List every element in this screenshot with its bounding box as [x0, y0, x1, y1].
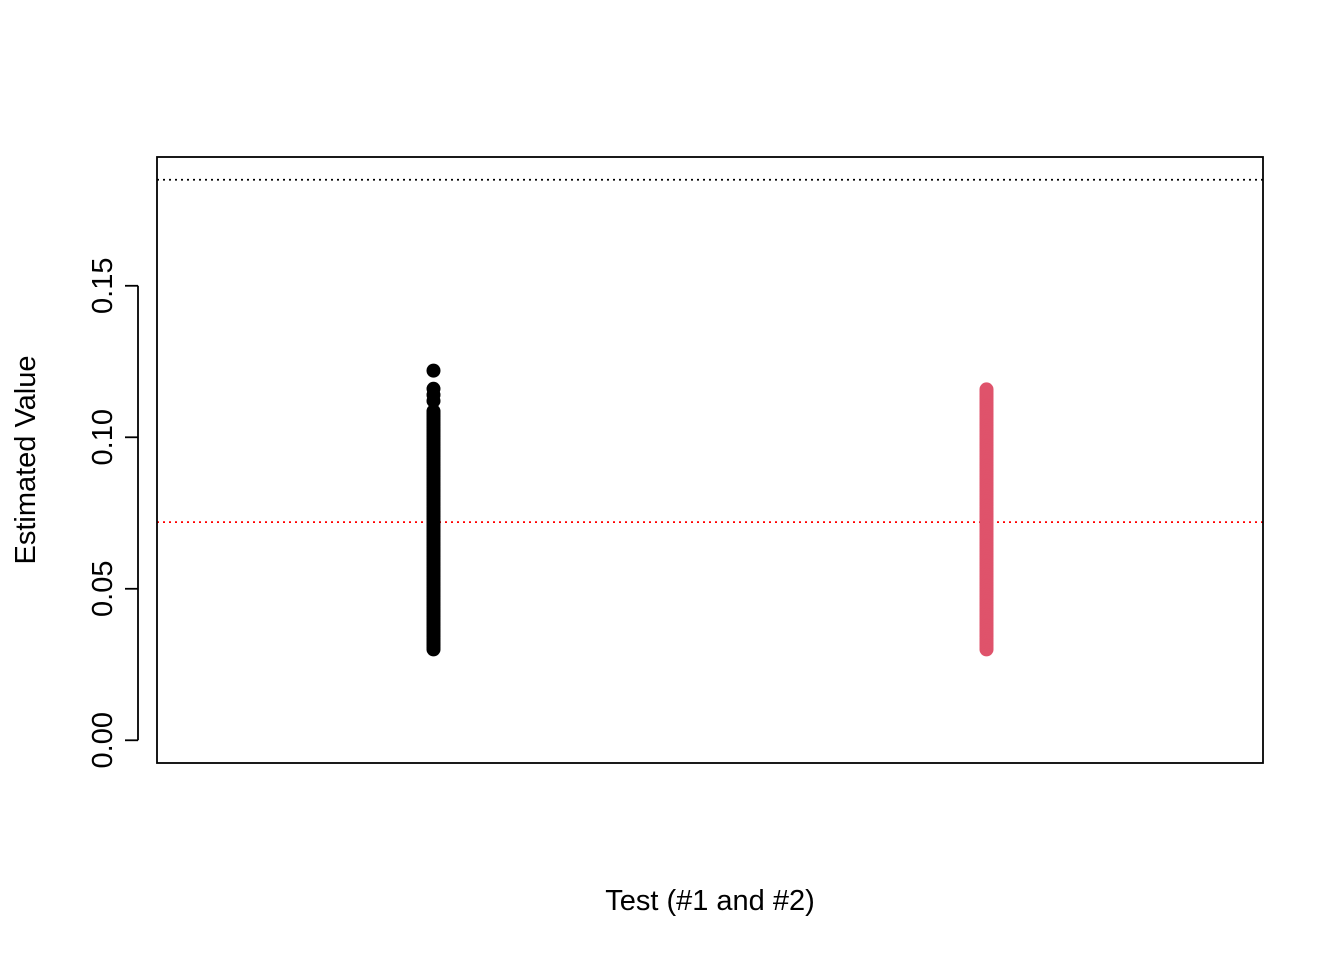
reference-lines: [157, 178, 1263, 524]
series-2: [979, 382, 994, 657]
x-axis-label: Test (#1 and #2): [605, 885, 815, 917]
y-tick-label: 0.15: [87, 258, 119, 314]
data-point: [979, 382, 994, 397]
data-points: [426, 363, 994, 657]
plot-frame: [156, 156, 1264, 764]
y-tick-label: 0.00: [87, 712, 119, 768]
data-point: [426, 381, 441, 396]
y-tick-label: 0.05: [87, 561, 119, 617]
data-point: [426, 404, 441, 419]
y-tick-label: 0.10: [87, 409, 119, 465]
y-axis: 0.00 0.05 0.10 0.15: [87, 258, 139, 769]
series-1: [426, 363, 441, 657]
data-point: [426, 363, 441, 378]
y-axis-label: Estimated Value: [10, 355, 42, 564]
